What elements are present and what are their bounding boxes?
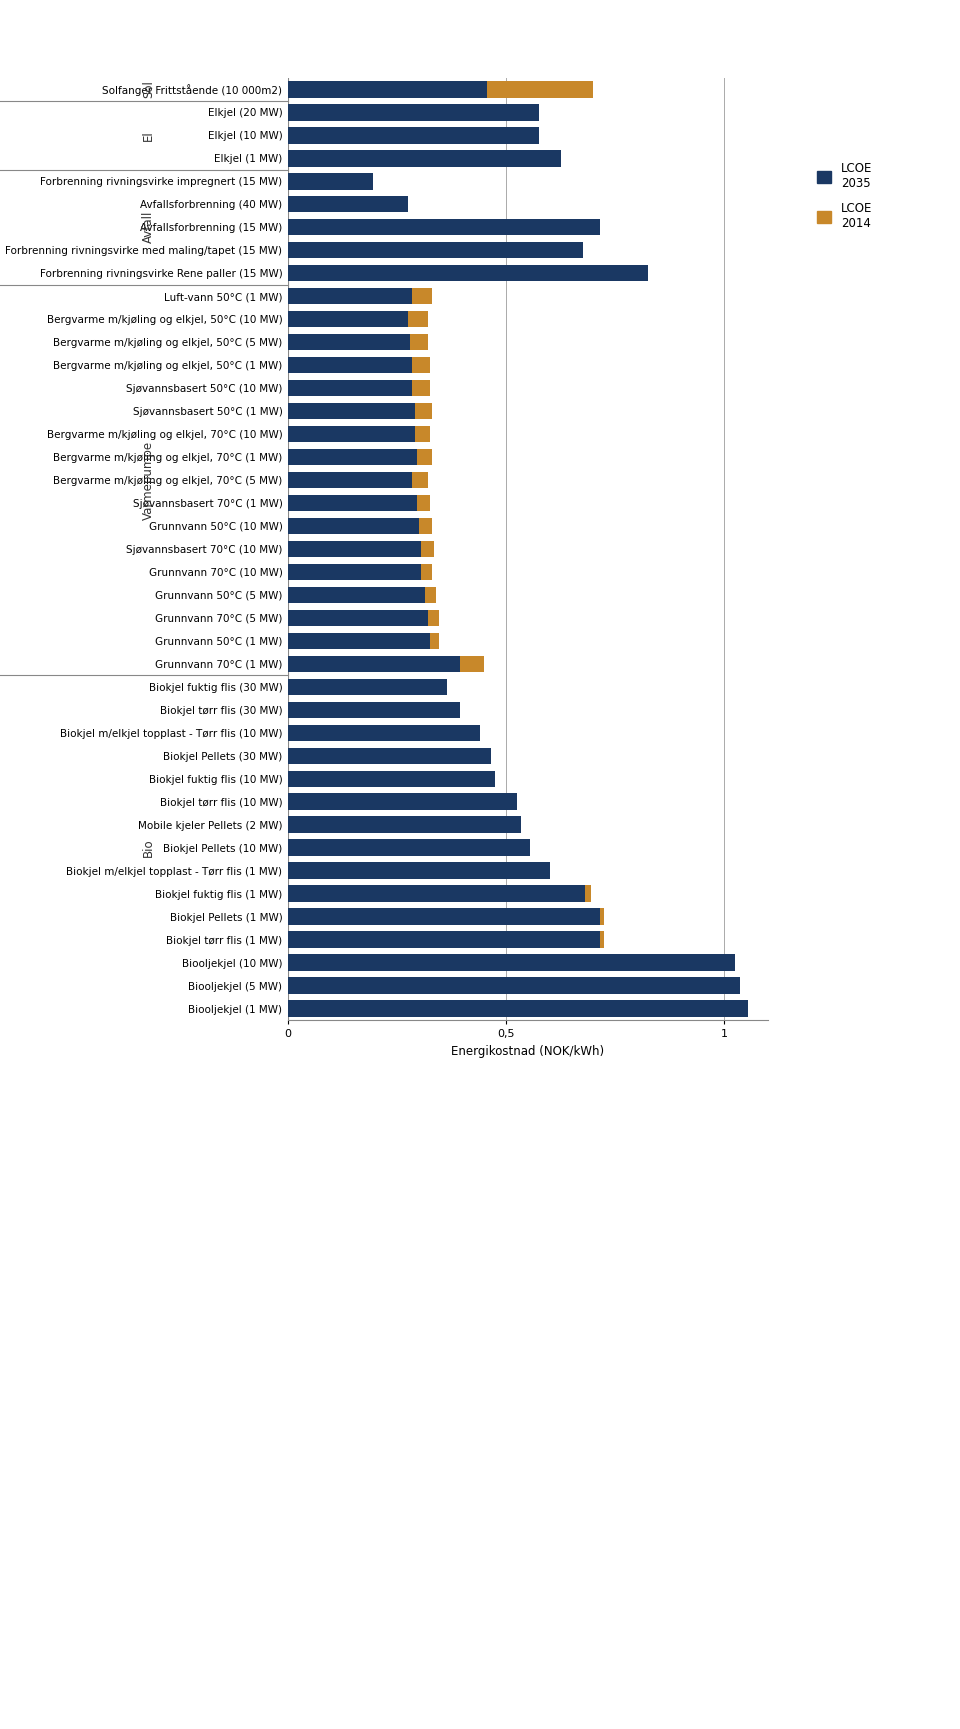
Bar — [288, 586, 425, 603]
Bar — [288, 450, 417, 465]
Bar — [288, 724, 480, 742]
Text: Sol: Sol — [142, 80, 156, 99]
Bar — [288, 356, 413, 373]
Bar — [288, 977, 739, 994]
Bar — [487, 81, 593, 97]
Bar — [288, 150, 561, 166]
Bar — [288, 287, 413, 304]
Bar — [288, 403, 415, 420]
Bar — [288, 794, 517, 811]
Bar — [288, 908, 600, 925]
Bar — [288, 265, 648, 282]
Bar — [288, 195, 408, 213]
Bar — [288, 517, 419, 534]
Bar — [288, 564, 421, 581]
Bar — [415, 403, 432, 420]
Bar — [600, 908, 605, 925]
Bar — [288, 220, 600, 235]
Bar — [288, 380, 413, 396]
Bar — [288, 472, 413, 488]
Bar — [288, 863, 550, 878]
Bar — [419, 517, 432, 534]
Bar — [427, 610, 439, 626]
Bar — [288, 126, 539, 144]
Text: Avfall: Avfall — [142, 211, 156, 244]
Bar — [413, 356, 430, 373]
Bar — [288, 334, 410, 351]
Bar — [288, 840, 530, 856]
Bar — [417, 450, 432, 465]
Bar — [410, 334, 427, 351]
Bar — [430, 633, 439, 648]
Bar — [421, 541, 434, 557]
Bar — [288, 885, 585, 903]
X-axis label: Energikostnad (NOK/kWh): Energikostnad (NOK/kWh) — [451, 1044, 605, 1058]
Bar — [288, 702, 461, 718]
Bar — [585, 885, 591, 903]
Bar — [288, 633, 430, 648]
Bar — [288, 541, 421, 557]
Bar — [288, 1001, 749, 1017]
Bar — [288, 771, 495, 787]
Bar — [600, 932, 605, 947]
Bar — [288, 311, 408, 327]
Bar — [413, 287, 432, 304]
Bar — [288, 425, 415, 443]
Bar — [421, 564, 432, 581]
Legend: LCOE
2035, LCOE
2014: LCOE 2035, LCOE 2014 — [812, 157, 876, 235]
Bar — [288, 816, 521, 833]
Bar — [413, 380, 430, 396]
Bar — [413, 472, 427, 488]
Bar — [461, 655, 485, 673]
Bar — [288, 747, 491, 764]
Bar — [288, 173, 373, 190]
Bar — [288, 242, 583, 258]
Bar — [288, 655, 461, 673]
Bar — [288, 81, 487, 97]
Bar — [415, 425, 430, 443]
Bar — [288, 104, 539, 121]
Bar — [288, 954, 735, 972]
Bar — [288, 678, 447, 695]
Text: Varmepumpe: Varmepumpe — [142, 441, 156, 520]
Bar — [288, 932, 600, 947]
Bar — [288, 610, 427, 626]
Bar — [425, 586, 437, 603]
Bar — [288, 494, 417, 512]
Bar — [417, 494, 430, 512]
Text: Bio: Bio — [142, 839, 156, 858]
Text: El: El — [142, 130, 156, 140]
Bar — [408, 311, 427, 327]
